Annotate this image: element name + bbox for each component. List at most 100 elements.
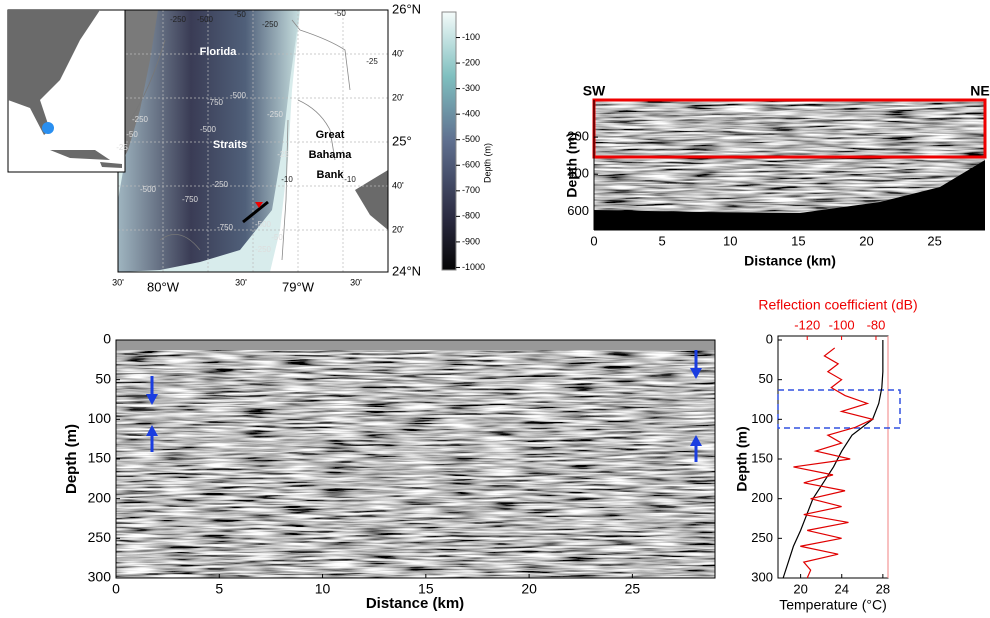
station-marker xyxy=(255,202,263,208)
x-tick-label: 15 xyxy=(418,581,434,597)
x2-tick-label: -80 xyxy=(867,317,886,332)
x-tick-label: 0 xyxy=(112,581,120,597)
colorbar-tick-label: -900 xyxy=(462,236,480,246)
colorbar-tick-label: -200 xyxy=(462,57,480,67)
bahama-bank xyxy=(270,10,388,272)
y-tick-label: 150 xyxy=(751,450,773,465)
x-axis-label: Temperature (°C) xyxy=(779,597,887,613)
colorbar-tick-label: -400 xyxy=(462,109,480,119)
place-label: Florida xyxy=(200,46,238,58)
y-tick-label: 100 xyxy=(88,410,112,426)
florida-land xyxy=(118,10,158,170)
profile-line xyxy=(793,347,875,579)
seafloor xyxy=(594,160,985,230)
profile-line xyxy=(782,340,884,579)
colorbar xyxy=(441,11,457,271)
x-tick-label: 20 xyxy=(859,233,873,248)
lat-label: 20' xyxy=(392,224,404,234)
contour-label: -50 xyxy=(271,233,283,242)
x-tick-label: 20 xyxy=(793,581,807,596)
y-tick-label: 200 xyxy=(751,490,773,505)
highlight-box xyxy=(777,389,901,429)
contour-label: -250 xyxy=(132,115,149,124)
annotation: SW xyxy=(583,83,606,99)
colorbar-tick-label: -500 xyxy=(462,134,480,144)
map xyxy=(118,10,388,272)
colorbar-tick-label: -700 xyxy=(462,185,480,195)
colorbar-tick-label: -100 xyxy=(462,32,480,42)
x-tick-label: 20 xyxy=(521,581,537,597)
lat-label: 26°N xyxy=(392,1,421,16)
lon-label: 30' xyxy=(350,277,362,287)
lat-label: 40' xyxy=(392,48,404,58)
contour-label: -250 xyxy=(212,180,229,189)
contour-label: -50 xyxy=(234,10,246,19)
y-tick-label: 200 xyxy=(567,129,589,144)
y-tick-label: 300 xyxy=(88,569,112,585)
y-tick-label: 250 xyxy=(751,530,773,545)
contour-label: -250 xyxy=(262,20,279,29)
x2-tick-label: -120 xyxy=(794,317,820,332)
island xyxy=(355,170,388,230)
x2-axis-label: Reflection coefficient (dB) xyxy=(758,297,917,313)
colorbar-tick-label: -600 xyxy=(462,160,480,170)
place-label: Straits xyxy=(213,139,247,151)
y-tick-label: 600 xyxy=(567,203,589,218)
y-tick-label: 100 xyxy=(751,411,773,426)
contour-label: -500 xyxy=(255,220,272,229)
y-tick-label: 0 xyxy=(766,331,773,346)
y-tick-label: 0 xyxy=(103,331,111,347)
y-tick-label: 50 xyxy=(759,371,773,386)
lat-label: 40' xyxy=(392,180,404,190)
x-tick-label: 0 xyxy=(590,233,597,248)
contour-label: -25 xyxy=(366,57,378,66)
contour-label: -500 xyxy=(200,125,217,134)
x-tick-label: 15 xyxy=(791,233,805,248)
lat-label: 24°N xyxy=(392,263,421,278)
x-axis-label: Distance (km) xyxy=(744,253,836,269)
lon-label: 30' xyxy=(112,277,124,287)
y-tick-label: 50 xyxy=(95,370,111,386)
y-tick-label: 300 xyxy=(751,569,773,584)
lat-label: 25° xyxy=(392,133,412,148)
place-label: Bahama xyxy=(309,149,353,161)
y-axis-label: Depth (m) xyxy=(564,132,580,197)
contour-label: -500 xyxy=(230,91,247,100)
graticule xyxy=(118,10,388,272)
contour-label: -750 xyxy=(217,223,234,232)
y-tick-label: 250 xyxy=(88,529,112,545)
arrows xyxy=(146,350,702,462)
colorbar-tick-label: -800 xyxy=(462,211,480,221)
x-tick-label: 25 xyxy=(927,233,941,248)
y-tick-label: 150 xyxy=(88,450,112,466)
colorbar-label: Depth (m) xyxy=(482,143,492,183)
contour-label: -750 xyxy=(182,195,199,204)
contour-label: -250 xyxy=(267,110,284,119)
colorbar-tick-label: -1000 xyxy=(462,262,485,272)
x-tick-label: 28 xyxy=(876,581,890,596)
contour-label: -750 xyxy=(207,98,224,107)
contour-label: -250 xyxy=(170,15,187,24)
deep-water xyxy=(118,10,300,272)
lon-label: 30' xyxy=(235,277,247,287)
lon-label: 80°W xyxy=(147,279,180,294)
lat-label: 20' xyxy=(392,92,404,102)
x-tick-label: 24 xyxy=(835,581,849,596)
contour-label: -250 xyxy=(255,245,272,254)
seismic-overview xyxy=(594,100,985,230)
seismic-section xyxy=(116,340,715,578)
contour-label: -500 xyxy=(197,15,214,24)
contour-label: -25 xyxy=(277,150,289,159)
x-tick-label: 5 xyxy=(215,581,223,597)
y-axis-label: Depth (m) xyxy=(734,426,750,491)
place-label: Bank xyxy=(317,169,345,181)
place-label: Great xyxy=(316,129,345,141)
contour xyxy=(129,39,201,251)
x-tick-label: 5 xyxy=(659,233,666,248)
contour-label: -10 xyxy=(281,175,293,184)
annotation: NE xyxy=(970,83,989,99)
contour-label: -50 xyxy=(334,9,346,18)
y-tick-label: 400 xyxy=(567,166,589,181)
contour-label: -500 xyxy=(140,185,157,194)
